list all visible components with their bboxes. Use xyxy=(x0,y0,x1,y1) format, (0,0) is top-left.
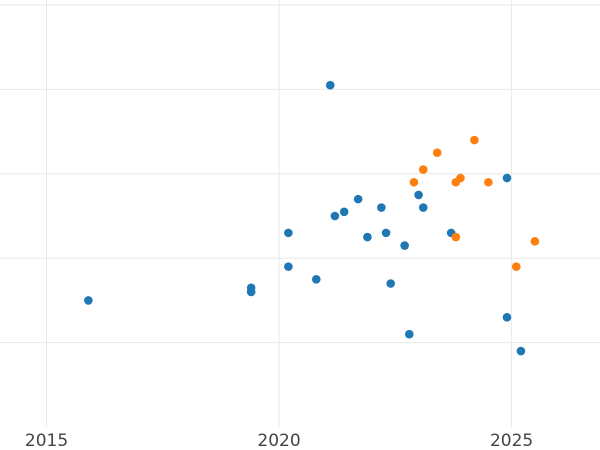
data-point xyxy=(502,312,512,322)
data-point xyxy=(284,262,293,271)
data-point xyxy=(353,194,363,204)
data-point xyxy=(418,165,428,174)
data-point xyxy=(511,262,521,271)
data-point xyxy=(377,203,386,212)
data-point xyxy=(414,190,423,200)
data-point xyxy=(418,203,428,212)
data-point xyxy=(284,228,293,238)
data-point xyxy=(246,283,256,293)
data-point xyxy=(363,232,372,242)
data-point xyxy=(381,228,391,238)
data-point xyxy=(400,241,409,250)
grid xyxy=(0,0,600,427)
data-point xyxy=(516,346,526,356)
data-point xyxy=(330,211,340,221)
data-point xyxy=(325,80,335,90)
data-point xyxy=(502,173,512,183)
data-point xyxy=(339,207,349,217)
data-point xyxy=(409,177,419,187)
data-point xyxy=(451,232,461,242)
data-point xyxy=(84,296,93,305)
data-point xyxy=(530,237,540,246)
data-point xyxy=(311,275,321,284)
x-tick-label: 2015 xyxy=(25,431,68,450)
data-point xyxy=(432,148,442,157)
data-point xyxy=(386,279,395,288)
data-point xyxy=(484,177,493,187)
x-tick-label: 2020 xyxy=(257,431,300,450)
data-points xyxy=(84,80,540,356)
data-point xyxy=(456,173,465,183)
x-axis-ticks: 2015 2020 2025 xyxy=(25,431,533,450)
x-tick-label: 2025 xyxy=(490,431,533,450)
data-point xyxy=(405,329,414,339)
data-point xyxy=(470,135,479,145)
